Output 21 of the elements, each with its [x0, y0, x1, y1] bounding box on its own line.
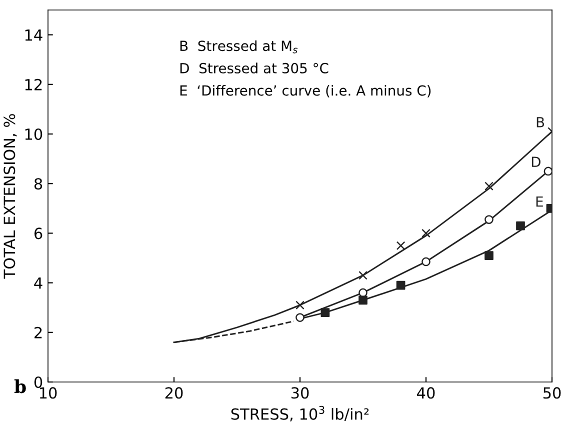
y-tick-label: 10 [25, 128, 42, 140]
text: b [14, 379, 26, 394]
y-axis-title: TOTAL EXTENSION, % [4, 114, 17, 279]
y-tick-label: 0 [34, 376, 42, 388]
x-axis-title: STRESS, 10$^{3}$ lb/in² [231, 406, 369, 422]
y-tick-label: 6 [34, 228, 42, 240]
y-tick-label: 8 [34, 178, 42, 190]
x-tick-label: 20 [165, 387, 183, 399]
y-tick-label: 14 [25, 29, 42, 41]
x-tick-label: 50 [543, 387, 561, 399]
x-tick-label: 30 [291, 387, 309, 399]
series-label: B [536, 117, 544, 128]
annotation: E ‘Difference’ curve (i.e. A minus C) [180, 85, 431, 98]
series-label: D [532, 156, 540, 167]
y-tick-label: 4 [34, 277, 42, 289]
annotation: B Stressed at M$_{s}$ [180, 40, 298, 54]
series-label: E [536, 196, 543, 207]
y-tick-label: 12 [25, 78, 42, 90]
annotation: D Stressed at 305 °C [180, 62, 328, 74]
x-tick-label: 40 [417, 387, 435, 399]
y-tick-label: 2 [34, 326, 42, 338]
